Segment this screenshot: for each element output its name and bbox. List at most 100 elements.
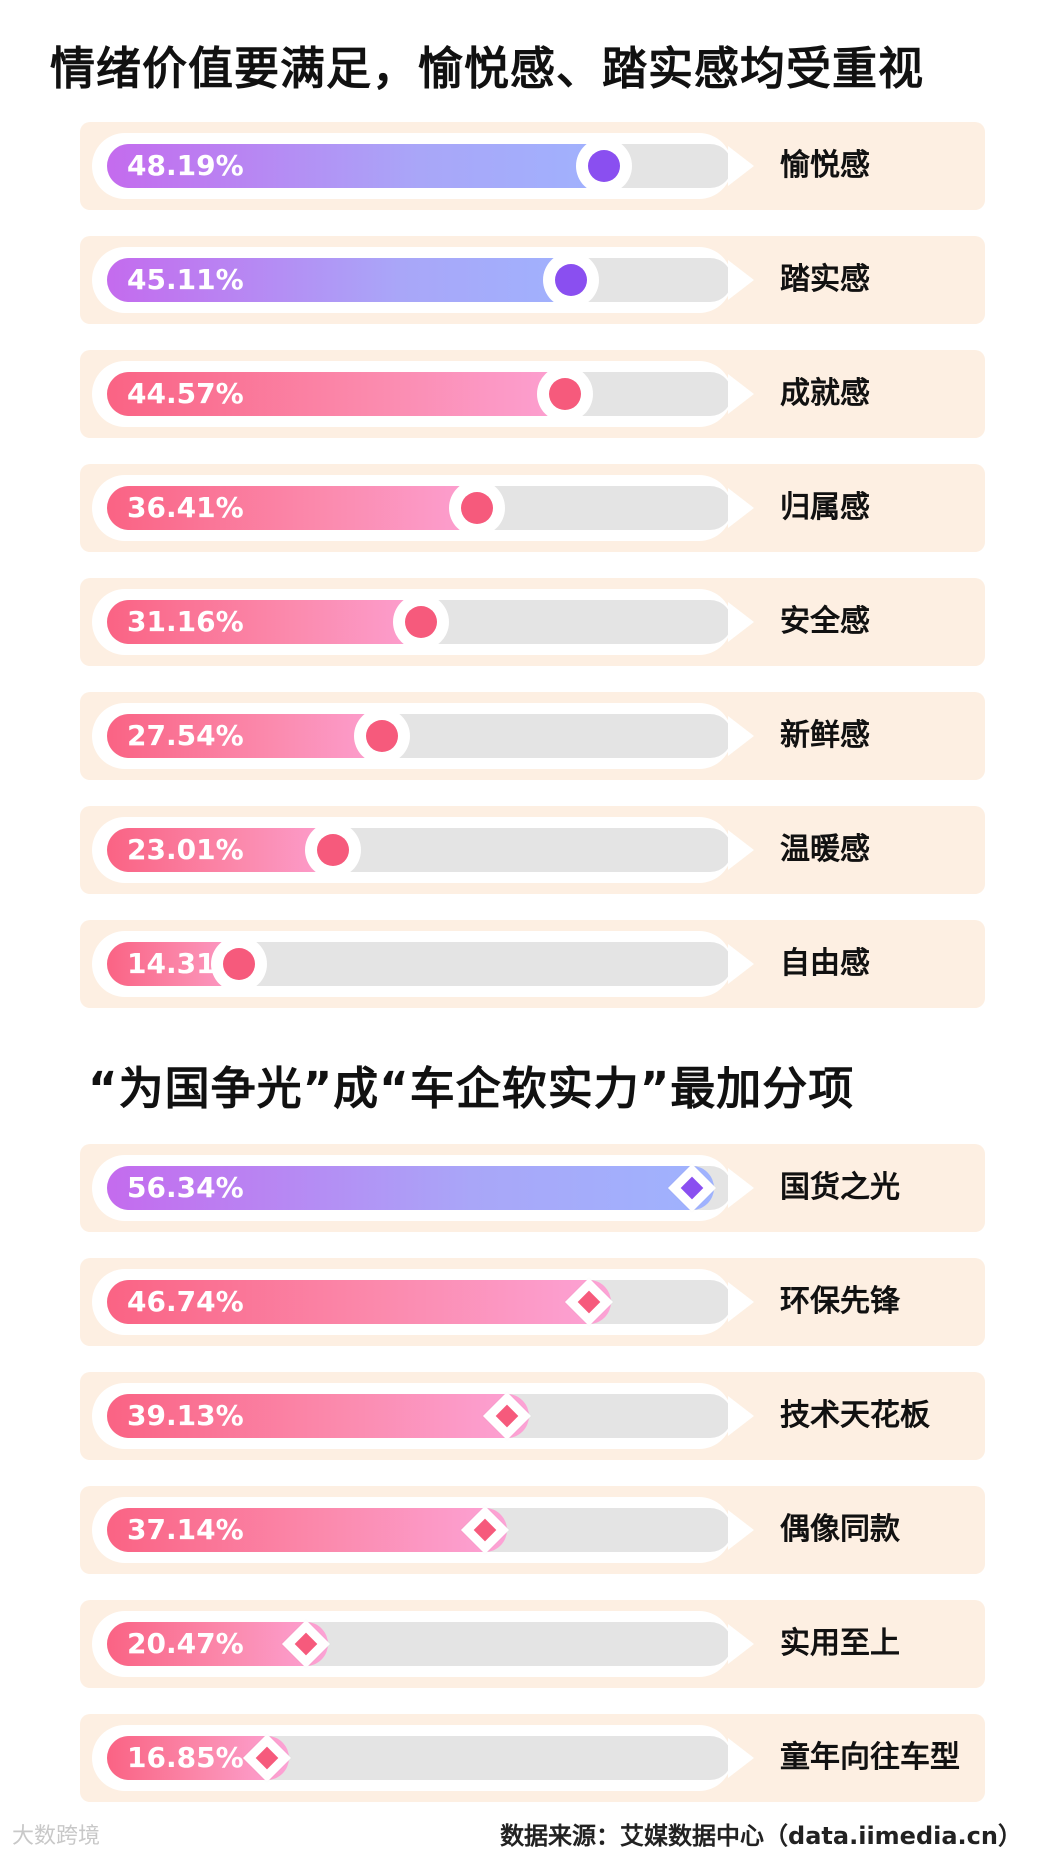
bar-end-diamond-marker	[460, 1505, 510, 1555]
marker-dot	[461, 492, 493, 524]
bar-fill	[107, 1508, 507, 1552]
bar-pill: 44.57%	[92, 361, 732, 427]
bar-value-label: 39.13%	[127, 1399, 244, 1432]
marker-dot	[588, 150, 620, 182]
bar-value-label: 27.54%	[127, 719, 244, 752]
bar-category-label: 踏实感	[780, 262, 870, 297]
bar-pointer	[728, 830, 754, 870]
bar-value-label: 56.34%	[127, 1171, 244, 1204]
bar-category-label: 温暖感	[780, 832, 870, 867]
bar-pointer	[728, 1738, 754, 1778]
bar-fill	[107, 1394, 529, 1438]
bar-track: 44.57%	[107, 366, 732, 422]
bar-track: 45.11%	[107, 252, 732, 308]
bar-end-circle-marker	[537, 366, 593, 422]
bar-category-label: 国货之光	[780, 1170, 900, 1205]
bar-pointer	[728, 1282, 754, 1322]
bar-pill: 48.19%	[92, 133, 732, 199]
bar-category-label: 童年向往车型	[780, 1740, 960, 1775]
bar-row: 56.34% 国货之光	[80, 1144, 985, 1232]
bar-fill	[107, 486, 499, 530]
bar-value-label: 48.19%	[127, 149, 244, 182]
bar-pill: 45.11%	[92, 247, 732, 313]
bar-pointer	[728, 944, 754, 984]
bar-pill: 16.85%	[92, 1725, 732, 1791]
marker-dot	[555, 264, 587, 296]
bar-pill: 36.41%	[92, 475, 732, 541]
bar-track: 16.85%	[107, 1733, 732, 1783]
bar-category-label: 自由感	[780, 946, 870, 981]
bar-track: 46.74%	[107, 1277, 732, 1327]
bar-row: 31.16% 安全感	[80, 578, 985, 666]
bar-pill: 20.47%	[92, 1611, 732, 1677]
bar-end-diamond-marker	[242, 1733, 292, 1783]
bar-value-label: 44.57%	[127, 377, 244, 410]
bar-fill	[107, 372, 587, 416]
bar-value-label: 36.41%	[127, 491, 244, 524]
bar-row: 37.14% 偶像同款	[80, 1486, 985, 1574]
bar-track: 36.41%	[107, 480, 732, 536]
bar-end-diamond-marker	[667, 1163, 717, 1213]
bar-fill	[107, 144, 626, 188]
bar-end-circle-marker	[211, 936, 267, 992]
bar-category-label: 新鲜感	[780, 718, 870, 753]
data-source-note: 数据来源：艾媒数据中心（data.iimedia.cn）	[500, 1822, 1022, 1850]
bar-category-label: 偶像同款	[780, 1512, 900, 1547]
bar-category-label: 环保先锋	[780, 1284, 900, 1319]
bar-fill	[107, 1166, 714, 1210]
bar-row: 39.13% 技术天花板	[80, 1372, 985, 1460]
bar-end-diamond-marker	[482, 1391, 532, 1441]
bar-end-circle-marker	[305, 822, 361, 878]
bar-track: 39.13%	[107, 1391, 732, 1441]
bar-category-label: 安全感	[780, 604, 870, 639]
bar-row: 48.19% 愉悦感	[80, 122, 985, 210]
bar-fill	[107, 258, 593, 302]
bar-fill	[107, 1280, 611, 1324]
marker-dot	[549, 378, 581, 410]
bar-pill: 39.13%	[92, 1383, 732, 1449]
bar-pointer	[728, 488, 754, 528]
bar-value-label: 16.85%	[127, 1741, 244, 1774]
bar-track: 14.31%	[107, 936, 732, 992]
bar-track: 20.47%	[107, 1619, 732, 1669]
bar-pointer	[728, 260, 754, 300]
bar-row: 46.74% 环保先锋	[80, 1258, 985, 1346]
bar-pill: 23.01%	[92, 817, 732, 883]
bar-pointer	[728, 1396, 754, 1436]
bar-value-label: 45.11%	[127, 263, 244, 296]
bar-pill: 37.14%	[92, 1497, 732, 1563]
bar-end-circle-marker	[576, 138, 632, 194]
bar-value-label: 31.16%	[127, 605, 244, 638]
bar-end-circle-marker	[354, 708, 410, 764]
bar-track: 48.19%	[107, 138, 732, 194]
bar-row: 23.01% 温暖感	[80, 806, 985, 894]
bar-row: 20.47% 实用至上	[80, 1600, 985, 1688]
bar-row: 45.11% 踏实感	[80, 236, 985, 324]
bar-row: 14.31% 自由感	[80, 920, 985, 1008]
bar-track: 37.14%	[107, 1505, 732, 1555]
bar-end-diamond-marker	[281, 1619, 331, 1669]
bar-end-circle-marker	[393, 594, 449, 650]
marker-dot	[366, 720, 398, 752]
marker-dot	[317, 834, 349, 866]
bar-category-label: 愉悦感	[780, 148, 870, 183]
bar-pill: 14.31%	[92, 931, 732, 997]
bar-category-label: 实用至上	[780, 1626, 900, 1661]
bar-row: 16.85% 童年向往车型	[80, 1714, 985, 1802]
bar-track: 56.34%	[107, 1163, 732, 1213]
bar-track: 27.54%	[107, 708, 732, 764]
bar-row: 44.57% 成就感	[80, 350, 985, 438]
bar-category-label: 技术天花板	[780, 1398, 930, 1433]
bar-pointer	[728, 1510, 754, 1550]
chart-title-soft-power: “为国争光”成“车企软实力”最加分项	[88, 1062, 855, 1115]
watermark-text: 大数跨境	[12, 1824, 101, 1849]
bar-value-label: 23.01%	[127, 833, 244, 866]
bar-track: 23.01%	[107, 822, 732, 878]
bar-pill: 46.74%	[92, 1269, 732, 1335]
bar-category-label: 归属感	[780, 490, 870, 525]
bar-pointer	[728, 716, 754, 756]
bar-row: 27.54% 新鲜感	[80, 692, 985, 780]
bar-value-label: 20.47%	[127, 1627, 244, 1660]
bar-value-label: 37.14%	[127, 1513, 244, 1546]
marker-dot	[405, 606, 437, 638]
